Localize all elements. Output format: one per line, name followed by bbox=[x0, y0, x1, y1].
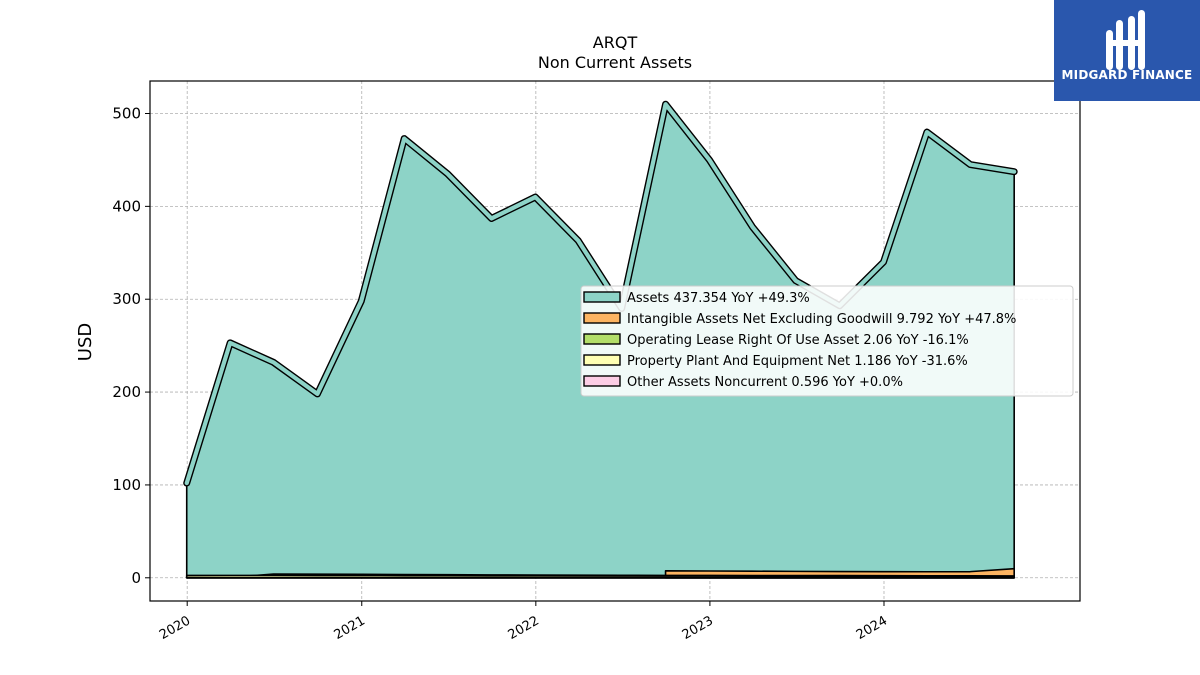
legend-entry: Operating Lease Right Of Use Asset 2.06 … bbox=[627, 333, 969, 348]
logo-text: MIDGARD FINANCE bbox=[1061, 68, 1193, 82]
x-tick-label: 2020 bbox=[157, 613, 193, 643]
legend-swatch bbox=[583, 291, 621, 303]
legend-swatch bbox=[583, 354, 621, 366]
legend-swatch bbox=[583, 312, 621, 324]
legend-swatch bbox=[583, 333, 621, 345]
y-tick-label: 400 bbox=[112, 197, 141, 215]
x-tick-label: 2021 bbox=[332, 613, 368, 643]
x-tick-label: 2022 bbox=[506, 613, 542, 643]
x-tick-label: 2023 bbox=[680, 613, 716, 643]
y-tick-label: 0 bbox=[131, 569, 141, 587]
plot-frame bbox=[149, 80, 1081, 602]
legend-entry: Assets 437.354 YoY +49.3% bbox=[627, 291, 810, 306]
y-tick-label: 200 bbox=[112, 383, 141, 401]
legend-entry: Intangible Assets Net Excluding Goodwill… bbox=[627, 312, 1016, 327]
x-axis-ticks: 2020 2021 2022 2023 2024 bbox=[157, 601, 890, 643]
y-tick-label: 500 bbox=[112, 105, 141, 123]
y-axis-ticks: 0 100 200 300 400 500 bbox=[112, 105, 150, 587]
y-tick-label: 300 bbox=[112, 290, 141, 308]
legend-entry: Property Plant And Equipment Net 1.186 Y… bbox=[627, 354, 968, 369]
x-tick-label: 2024 bbox=[854, 613, 890, 643]
brand-logo: MIDGARD FINANCE bbox=[1054, 0, 1200, 101]
legend: Assets 437.354 YoY +49.3% Intangible Asse… bbox=[580, 285, 1074, 397]
chart-title: ARQT bbox=[593, 33, 638, 52]
logo-mark-icon bbox=[1106, 10, 1145, 70]
legend-box bbox=[580, 285, 1074, 397]
legend-entry: Other Assets Noncurrent 0.596 YoY +0.0% bbox=[627, 375, 903, 390]
y-axis-label: USD bbox=[75, 323, 96, 361]
series-line bbox=[184, 102, 1017, 486]
y-tick-label: 100 bbox=[112, 476, 141, 494]
legend-swatch bbox=[583, 375, 621, 387]
chart-subtitle: Non Current Assets bbox=[538, 53, 692, 72]
series-area bbox=[185, 576, 1015, 579]
